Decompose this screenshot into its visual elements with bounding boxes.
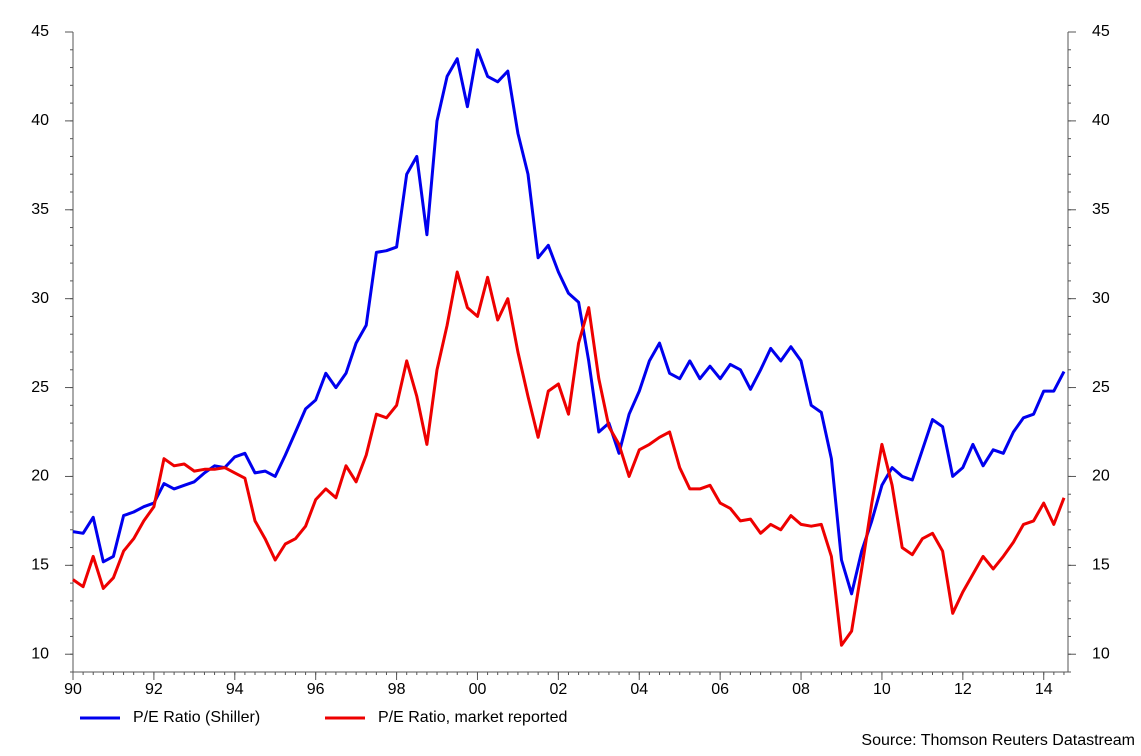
y-tick-label: 45 [31, 23, 49, 40]
x-tick-label: 96 [307, 681, 325, 698]
y-tick-label: 15 [31, 557, 49, 574]
x-tick-label: 98 [388, 681, 406, 698]
x-tick-label: 08 [792, 681, 810, 698]
legend-label: P/E Ratio, market reported [378, 709, 567, 726]
x-tick-label: 14 [1035, 681, 1053, 698]
y2-tick-label: 15 [1092, 557, 1110, 574]
legend-label: P/E Ratio (Shiller) [133, 709, 260, 726]
x-tick-label: 94 [226, 681, 244, 698]
y-tick-label: 40 [31, 112, 49, 129]
y2-tick-label: 45 [1092, 23, 1110, 40]
x-tick-label: 90 [64, 681, 82, 698]
source: Source: Thomson Reuters Datastream [861, 732, 1135, 749]
line-series [72, 270, 1066, 647]
y2-tick-label: 10 [1092, 645, 1110, 662]
y-tick-label: 25 [31, 379, 49, 396]
x-tick-label: 04 [630, 681, 648, 698]
x-tick-label: 12 [954, 681, 972, 698]
y2-tick-label: 25 [1092, 379, 1110, 396]
y-tick-label: 35 [31, 201, 49, 218]
x-tick-label: 02 [549, 681, 567, 698]
y2-tick-label: 40 [1092, 112, 1110, 129]
line-series [72, 48, 1066, 596]
y-tick-label: 30 [31, 290, 49, 307]
y2-tick-label: 30 [1092, 290, 1110, 307]
x-tick-label: 10 [873, 681, 891, 698]
x-tick-label: 00 [469, 681, 487, 698]
x-tick-label: 92 [145, 681, 163, 698]
x-tick-label: 06 [711, 681, 729, 698]
y2-tick-label: 20 [1092, 468, 1110, 485]
y-tick-label: 20 [31, 468, 49, 485]
y-tick-label: 10 [31, 645, 49, 662]
y2-tick-label: 35 [1092, 201, 1110, 218]
